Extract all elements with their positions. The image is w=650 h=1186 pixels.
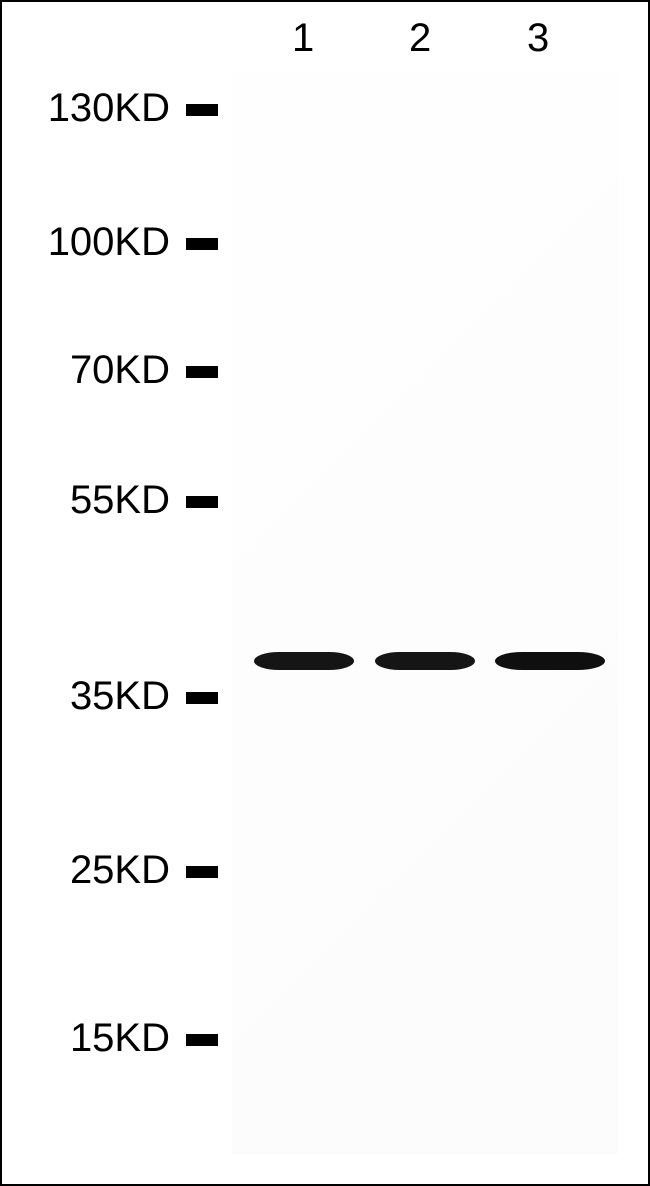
lane-label-3: 3: [527, 16, 549, 61]
marker-tick-100kd: [186, 238, 218, 250]
marker-label-15kd: 15KD: [70, 1016, 170, 1061]
marker-tick-55kd: [186, 496, 218, 508]
marker-label-100kd: 100KD: [48, 220, 170, 265]
marker-tick-35kd: [186, 692, 218, 704]
band-lane1: [254, 652, 354, 670]
blot-membrane-area: [232, 72, 618, 1154]
lane-label-2: 2: [409, 16, 431, 61]
band-lane3: [495, 652, 605, 670]
marker-label-70kd: 70KD: [70, 348, 170, 393]
marker-tick-25kd: [186, 866, 218, 878]
marker-label-55kd: 55KD: [70, 478, 170, 523]
marker-tick-130kd: [186, 104, 218, 116]
marker-tick-15kd: [186, 1034, 218, 1046]
marker-tick-70kd: [186, 366, 218, 378]
marker-label-25kd: 25KD: [70, 848, 170, 893]
marker-label-130kd: 130KD: [48, 86, 170, 131]
lane-label-1: 1: [292, 16, 314, 61]
marker-label-35kd: 35KD: [70, 674, 170, 719]
band-lane2: [375, 652, 475, 670]
